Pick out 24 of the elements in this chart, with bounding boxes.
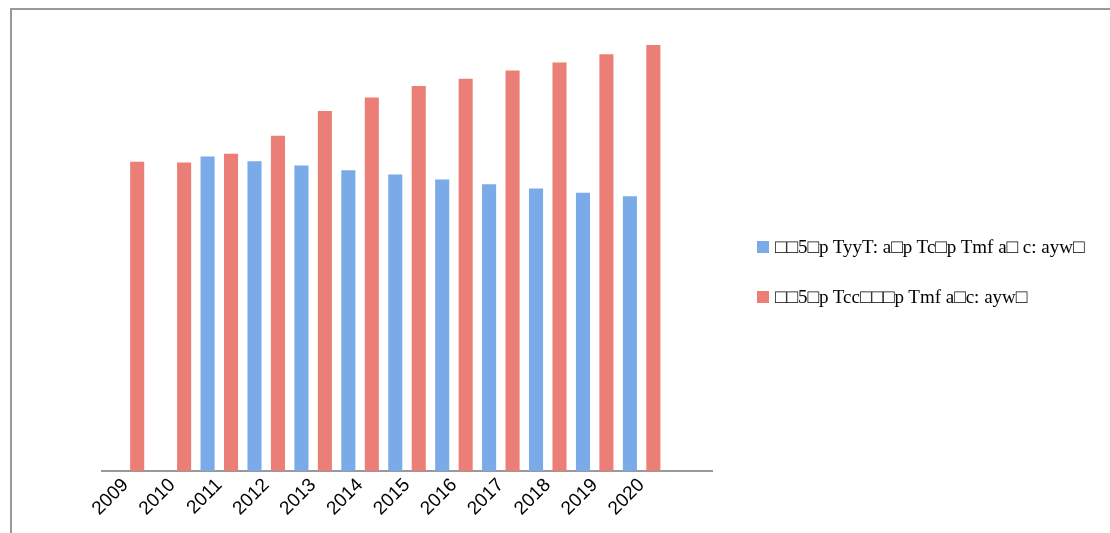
bar — [341, 170, 356, 471]
bar — [599, 54, 614, 471]
bar — [482, 184, 497, 471]
bar — [200, 156, 215, 471]
bar — [247, 161, 262, 471]
legend-label: □□5□p Tcc□□□p Tmf a□c: ayw□ — [775, 285, 1028, 308]
bar — [575, 192, 590, 471]
bar — [388, 174, 403, 471]
bar — [435, 179, 450, 471]
bar — [458, 78, 473, 471]
bar — [646, 45, 661, 471]
bar — [529, 188, 544, 471]
bar — [364, 97, 379, 471]
bar — [411, 85, 426, 471]
bar — [270, 135, 285, 471]
bar — [294, 165, 309, 471]
bar — [552, 62, 567, 471]
bar — [505, 70, 520, 471]
bar — [177, 162, 192, 471]
legend-label: □□5□p TyyT: a□p Tc□p Tmf a□ c: ayw□ — [775, 235, 1085, 258]
bar — [224, 153, 239, 471]
bar — [317, 111, 332, 471]
bar — [130, 161, 145, 471]
bar — [622, 196, 637, 471]
